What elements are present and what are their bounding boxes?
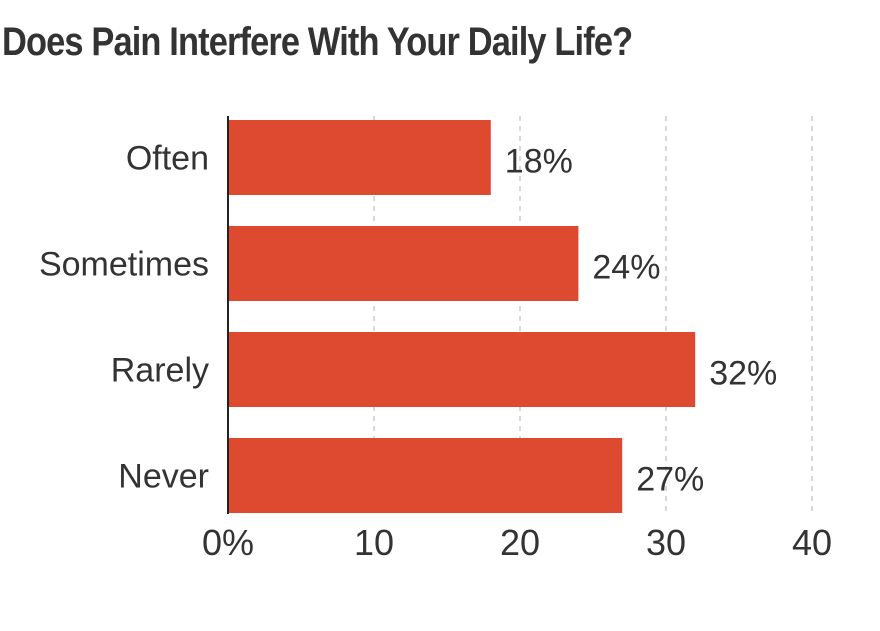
x-tick-label-30: 30 <box>646 522 686 563</box>
value-label-rarely: 32% <box>709 355 777 393</box>
x-tick-label-40: 40 <box>792 522 832 563</box>
category-label-never: Never <box>118 458 209 496</box>
category-label-sometimes: Sometimes <box>39 246 209 284</box>
x-axis-tick-labels: 0% 10 20 30 40 <box>202 522 832 563</box>
x-tick-label-10: 10 <box>354 522 394 563</box>
bar-often <box>228 120 491 195</box>
category-label-often: Often <box>126 140 209 178</box>
value-label-sometimes: 24% <box>592 249 660 287</box>
x-tick-label-20: 20 <box>500 522 540 563</box>
value-label-often: 18% <box>505 143 573 181</box>
value-label-never: 27% <box>636 461 704 499</box>
bar-sometimes <box>228 226 579 301</box>
x-tick-label-0: 0% <box>202 522 254 563</box>
value-labels: 18% 24% 32% 27% <box>505 143 777 499</box>
category-labels: Often Sometimes Rarely Never <box>39 140 209 496</box>
bar-rarely <box>228 332 696 407</box>
bar-never <box>228 438 623 513</box>
bars <box>228 120 696 513</box>
chart-title: Does Pain Interfere With Your Daily Life… <box>2 20 633 64</box>
category-label-rarely: Rarely <box>111 352 209 390</box>
